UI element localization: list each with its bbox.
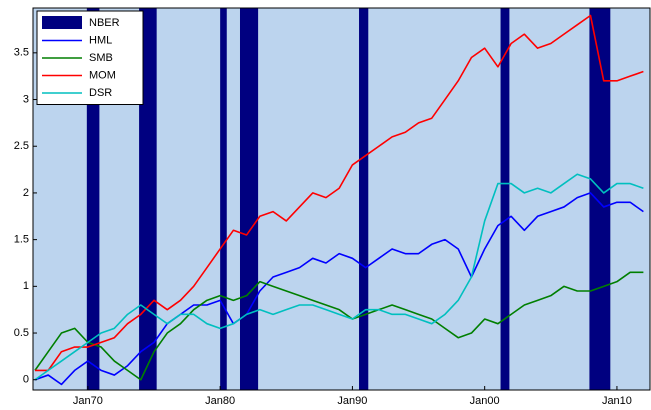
plot-frame xyxy=(32,7,651,391)
y-tick-label: 1.5 xyxy=(14,234,29,246)
legend-swatch xyxy=(42,16,82,29)
y-tick-label: 1 xyxy=(23,280,29,292)
y-tick-label: 2 xyxy=(23,187,29,199)
series-line xyxy=(34,173,644,381)
recession-band xyxy=(359,8,369,390)
x-tick-label: Jan80 xyxy=(205,395,235,407)
legend-label: MOM xyxy=(89,69,116,81)
y-tick-label: 0 xyxy=(23,374,29,386)
series-line xyxy=(34,271,644,381)
x-tick-label: Jan10 xyxy=(602,395,632,407)
legend: NBER HML SMB MOM DSR xyxy=(36,10,144,105)
y-tick-label: 2.5 xyxy=(14,140,29,152)
legend-label: NBER xyxy=(89,17,120,29)
x-tick-label: Jan90 xyxy=(337,395,367,407)
series-line xyxy=(34,192,644,386)
x-tick-label: Jan70 xyxy=(73,395,103,407)
recession-band xyxy=(220,8,227,390)
series-line xyxy=(34,14,644,372)
legend-label: HML xyxy=(89,34,112,46)
legend-label: SMB xyxy=(89,52,113,64)
x-tick-label: Jan00 xyxy=(470,395,500,407)
recession-band xyxy=(500,8,510,390)
y-tick-label: 3 xyxy=(23,93,29,105)
recession-band xyxy=(589,8,611,390)
y-tick-label: 3.5 xyxy=(14,47,29,59)
legend-label: DSR xyxy=(89,87,112,99)
recession-band xyxy=(239,8,259,390)
y-tick-label: 0.5 xyxy=(14,327,29,339)
